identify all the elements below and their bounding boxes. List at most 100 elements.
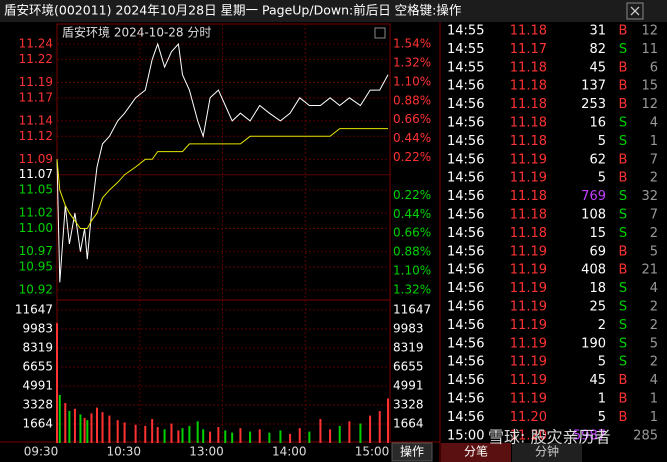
tick-volume: 45 xyxy=(589,60,606,75)
tick-side: S xyxy=(619,355,627,370)
volume-bar xyxy=(369,415,372,443)
tick-side: B xyxy=(619,97,628,112)
tick-count: 1 xyxy=(650,410,658,425)
tick-count: 15 xyxy=(641,79,658,94)
volume-bar xyxy=(108,415,111,443)
tick-volume: 31 xyxy=(589,24,606,39)
volume-bar xyxy=(329,429,332,443)
tick-time: 15:00 xyxy=(447,428,484,443)
y2-tick-label: 1664 xyxy=(393,416,424,430)
y-tick-label: 11647 xyxy=(15,303,53,317)
tick-count: 1 xyxy=(650,392,658,407)
close-icon[interactable] xyxy=(630,6,640,16)
tick-time: 14:56 xyxy=(447,79,484,94)
tick-price: 11.19 xyxy=(510,373,547,388)
tick-volume: 1 xyxy=(598,392,606,407)
tick-side: S xyxy=(619,336,627,351)
tick-side: S xyxy=(619,42,627,57)
tick-volume: 69 xyxy=(589,244,606,259)
tick-time: 14:56 xyxy=(447,226,484,241)
y2-tick-label: 0.88% xyxy=(393,93,431,107)
tick-count: 21 xyxy=(641,263,658,278)
tick-price: 11.18 xyxy=(510,97,547,112)
tick-price: 11.18 xyxy=(510,79,547,94)
tick-side: S xyxy=(619,226,627,241)
tab-active[interactable] xyxy=(441,443,511,462)
y-tick-label: 10.92 xyxy=(19,283,53,297)
tick-count: 12 xyxy=(641,24,658,39)
tab-label[interactable]: 分钟 xyxy=(535,444,559,459)
y2-tick-label: 1.10% xyxy=(393,74,431,88)
y-tick-label: 10.97 xyxy=(19,244,53,258)
tick-volume: 137 xyxy=(581,79,606,94)
tick-count: 2 xyxy=(650,226,658,241)
tick-price: 11.18 xyxy=(510,60,547,75)
tick-price: 11.19 xyxy=(510,152,547,167)
y2-tick-label: 1.32% xyxy=(393,55,431,69)
tick-volume: 2 xyxy=(598,318,606,333)
tick-count: 2 xyxy=(650,355,658,370)
tick-count: 4 xyxy=(650,116,658,131)
volume-bar xyxy=(279,430,282,443)
tick-count: 4 xyxy=(650,373,658,388)
y-tick-label: 3328 xyxy=(22,397,53,411)
tick-price: 11.17 xyxy=(510,42,547,57)
volume-bar xyxy=(202,429,205,443)
tick-volume: 5 xyxy=(598,410,606,425)
tick-side: S xyxy=(619,134,627,149)
volume-bar xyxy=(116,420,119,443)
volume-bar xyxy=(151,419,154,443)
tick-count: 11 xyxy=(641,42,658,57)
tick-side: B xyxy=(619,410,628,425)
volume-bar xyxy=(298,428,301,443)
tick-price: 11.18 xyxy=(510,134,547,149)
tick-volume: 5 xyxy=(598,171,606,186)
volume-bar xyxy=(95,407,98,443)
tick-volume: 18 xyxy=(589,281,606,296)
volume-bar xyxy=(86,420,89,443)
tick-time: 14:56 xyxy=(447,152,484,167)
tick-count: 2 xyxy=(650,171,658,186)
tick-count: 5 xyxy=(650,336,658,351)
tick-side: B xyxy=(619,24,628,39)
tick-price: 11.19 xyxy=(510,281,547,296)
y-tick-label: 11.14 xyxy=(19,113,53,127)
tick-side: B xyxy=(619,392,628,407)
volume-bar xyxy=(231,432,234,443)
tick-side: B xyxy=(619,171,628,186)
tick-price: 11.18 xyxy=(510,208,547,223)
tab-label[interactable]: 分笔 xyxy=(464,444,488,459)
close-button[interactable] xyxy=(626,2,644,20)
volume-bar xyxy=(268,432,271,443)
tick-side: B xyxy=(619,373,628,388)
volume-bar xyxy=(79,414,82,443)
y-tick-label: 11.02 xyxy=(19,206,53,220)
volume-bar xyxy=(387,398,389,443)
y2-tick-label: 1.54% xyxy=(393,37,431,51)
y2-tick-label: 3328 xyxy=(393,397,424,411)
action-button[interactable] xyxy=(391,442,433,462)
tick-time: 14:55 xyxy=(447,42,484,57)
volume-bar xyxy=(308,431,311,443)
tick-volume: 5987 xyxy=(573,428,606,443)
volume-bar xyxy=(177,430,180,443)
x-tick-label: 09:30 xyxy=(24,445,59,459)
tick-count: 4 xyxy=(650,281,658,296)
volume-bar xyxy=(359,423,362,443)
tick-volume: 16 xyxy=(589,116,606,131)
action-button-label[interactable]: 操作 xyxy=(400,444,424,459)
volume-bar xyxy=(258,429,261,443)
tick-price: 11.19 xyxy=(510,355,547,370)
y2-tick-label: 9983 xyxy=(393,322,424,336)
y-tick-label: 1664 xyxy=(22,416,53,430)
tab[interactable] xyxy=(512,443,582,462)
tick-price: 11.19 xyxy=(510,171,547,186)
tick-volume: 769 xyxy=(581,189,606,204)
volume-bar xyxy=(196,421,199,443)
volume-bar xyxy=(144,425,147,443)
volume-bar xyxy=(188,425,191,443)
y2-tick-label: 0.44% xyxy=(393,131,431,145)
tick-time: 14:56 xyxy=(447,336,484,351)
chart-toggle[interactable] xyxy=(374,27,386,39)
